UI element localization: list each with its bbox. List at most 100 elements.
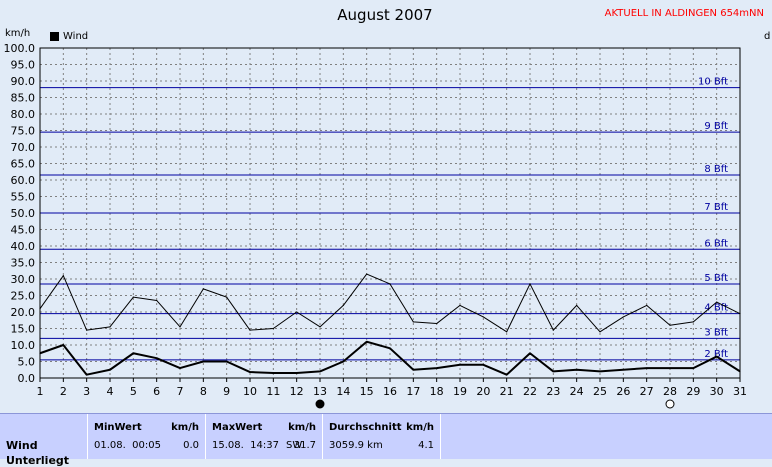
x-tick-label: 13 — [313, 385, 327, 398]
data-point — [132, 352, 134, 354]
y-tick-label: 0.0 — [18, 372, 36, 385]
data-point — [389, 347, 391, 349]
data-point — [179, 326, 181, 328]
row-label: Wind — [6, 439, 38, 452]
y-tick-label: 40.0 — [11, 240, 36, 253]
data-point — [249, 329, 251, 331]
legend-swatch — [50, 32, 59, 41]
y-tick-label: 15.0 — [11, 323, 36, 336]
min-unit: km/h — [171, 422, 199, 433]
data-point — [669, 324, 671, 326]
avg-distance: 3059.9 km — [329, 440, 383, 451]
y-tick-label: 25.0 — [11, 290, 36, 303]
series-layer — [39, 273, 741, 376]
x-tick-label: 21 — [500, 385, 514, 398]
data-point — [296, 311, 298, 313]
data-point — [576, 304, 578, 306]
new-moon-icon — [315, 399, 325, 409]
y-tick-label: 80.0 — [11, 108, 36, 121]
beaufort-label: 3 Bft — [704, 327, 728, 338]
data-point — [319, 370, 321, 372]
max-value: 31.7 — [293, 440, 316, 451]
x-tick-label: 2 — [60, 385, 67, 398]
y-axis-unit-right: d — [764, 31, 771, 42]
data-point — [459, 304, 461, 306]
x-tick-label: 14 — [336, 385, 350, 398]
y-tick-label: 75.0 — [11, 125, 36, 138]
y-tick-label: 60.0 — [11, 174, 36, 187]
x-tick-label: 29 — [686, 385, 700, 398]
data-point — [109, 326, 111, 328]
y-tick-label: 30.0 — [11, 273, 36, 286]
y-tick-label: 70.0 — [11, 141, 36, 154]
x-tick-label: 4 — [107, 385, 114, 398]
max-unit: km/h — [288, 422, 316, 433]
data-point — [716, 301, 718, 303]
data-point — [62, 275, 64, 277]
avg-header: Durchschnitt — [329, 422, 402, 433]
data-point — [366, 273, 368, 275]
x-tick-label: 10 — [243, 385, 257, 398]
data-point — [156, 299, 158, 302]
row-label-cell: Wind Unterliegt — [0, 414, 88, 467]
x-tick-label: 30 — [710, 385, 724, 398]
data-point — [436, 367, 438, 369]
max-direction: SW — [286, 440, 303, 451]
data-point — [319, 326, 321, 328]
station-link[interactable]: AKTUELL IN ALDINGEN 654mNN — [604, 8, 764, 19]
min-cell: MinWert km/h 01.08. 00:05 0.0 — [88, 414, 206, 459]
wind-chart: 2 Bft 3 Bft 4 Bft 5 Bft 6 Bft 7 Bft 8 Bft 9 Bft… — [4, 42, 748, 409]
x-tick-label: 9 — [223, 385, 230, 398]
data-point — [156, 357, 158, 359]
data-point — [389, 283, 391, 285]
x-tick-label: 20 — [476, 385, 490, 398]
data-point — [272, 372, 274, 374]
y-tick-label: 45.0 — [11, 224, 36, 237]
y-tick-label: 35.0 — [11, 257, 36, 270]
x-tick-label: 8 — [200, 385, 207, 398]
min-date: 01.08. 00:05 — [94, 440, 161, 451]
y-tick-label: 20.0 — [11, 306, 36, 319]
x-tick-label: 16 — [383, 385, 397, 398]
grid-lines — [39, 48, 741, 382]
beaufort-label: 2 Bft — [704, 349, 728, 360]
y-axis-unit: km/h — [5, 28, 31, 39]
legend-label: Wind — [63, 31, 89, 42]
chart-title: August 2007 — [337, 6, 433, 24]
data-point — [436, 322, 438, 325]
data-point — [296, 372, 298, 374]
y-tick-label: 5.0 — [18, 356, 36, 369]
data-point — [226, 296, 228, 298]
beaufort-label: 6 Bft — [704, 238, 728, 249]
beaufort-label: 8 Bft — [704, 164, 728, 175]
x-tick-label: 22 — [523, 385, 537, 398]
x-tick-label: 11 — [266, 385, 280, 398]
data-point — [202, 288, 204, 290]
data-point — [506, 374, 508, 376]
x-tick-label: 23 — [546, 385, 560, 398]
max-date: 15.08. 14:37 — [212, 440, 279, 451]
beaufort-label: 10 Bft — [698, 77, 728, 88]
x-tick-label: 27 — [640, 385, 654, 398]
x-tick-labels: 1 2 3 4 5 6 7 8 9 10 11 12 13 14 15 16 17 18 19 20 21 22 23 24 2… — [37, 385, 748, 398]
data-point — [646, 367, 648, 369]
legend: Wind — [50, 31, 88, 42]
avg-unit: km/h — [406, 422, 434, 433]
data-point — [226, 360, 228, 363]
x-tick-label: 24 — [570, 385, 584, 398]
data-point — [86, 329, 88, 331]
data-point — [272, 327, 274, 330]
plot-frame — [39, 47, 741, 379]
data-point — [692, 321, 694, 323]
avg-cell: Durchschnitt km/h 3059.9 km 4.1 — [323, 414, 441, 459]
data-point — [576, 369, 578, 371]
y-tick-label: 90.0 — [11, 75, 36, 88]
data-point — [599, 331, 601, 333]
data-point — [249, 371, 251, 373]
x-tick-label: 19 — [453, 385, 467, 398]
y-tick-labels: 0.0 5.0 10.0 15.0 20.0 25.0 30.0 35.0 40.0 45.0 50… — [4, 42, 36, 385]
x-tick-label: 3 — [83, 385, 90, 398]
data-point — [109, 369, 111, 371]
max-header: MaxWert — [212, 422, 263, 433]
min-value: 0.0 — [183, 440, 199, 451]
